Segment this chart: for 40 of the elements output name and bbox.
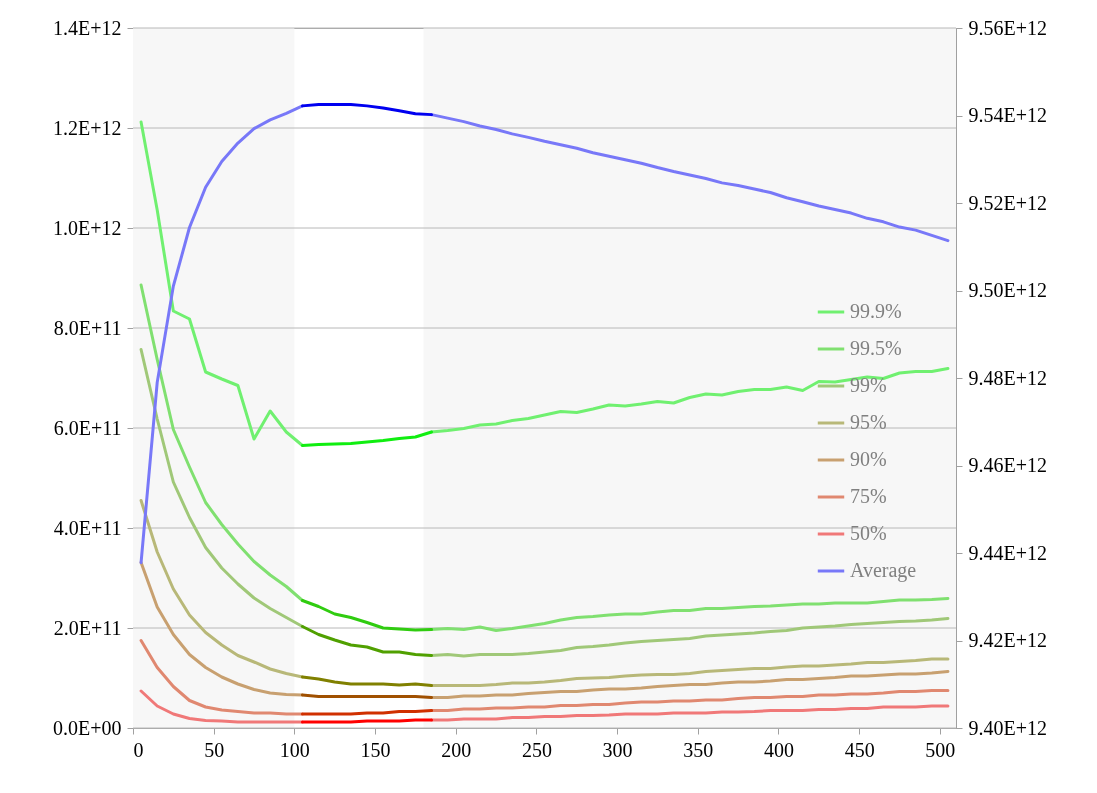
legend-label: 99%: [850, 374, 887, 396]
x-tick-label: 200: [441, 738, 472, 761]
legend-label: 99.5%: [850, 337, 902, 359]
y2-tick-label: 9.56E+12: [968, 16, 1047, 39]
legend-label: 99.9%: [850, 300, 902, 322]
legend-label: 95%: [850, 411, 887, 433]
legend-label: 90%: [850, 448, 887, 470]
x-tick-label: 350: [683, 738, 714, 761]
legend-label: 50%: [850, 522, 887, 544]
x-tick-label: 400: [763, 738, 794, 761]
line-series: [300, 675, 434, 687]
y-tick-label: 0.0E+00: [53, 716, 122, 739]
line-series: [300, 625, 434, 657]
y-tick-label: 1.4E+12: [53, 16, 122, 39]
x-tick-label: 250: [521, 738, 552, 761]
y-tick-label: 6.0E+11: [53, 416, 122, 439]
y-tick-label: 1.0E+12: [53, 216, 122, 239]
x-tick-label: 50: [204, 738, 225, 761]
y2-tick-label: 9.42E+12: [968, 629, 1047, 651]
y2-tick-label: 9.50E+12: [968, 279, 1047, 301]
y-tick-label: 2.0E+11: [53, 616, 122, 639]
legend-label: 75%: [850, 485, 887, 507]
x-tick-label: 500: [925, 738, 956, 761]
line-series: [300, 599, 434, 632]
x-tick-label: 0: [133, 738, 144, 761]
x-tick-label: 100: [279, 738, 310, 761]
y2-tick-label: 9.46E+12: [968, 454, 1047, 476]
x-tick-label: 300: [602, 738, 633, 761]
x-tick-label: 150: [360, 738, 391, 761]
y2-tick-label: 9.44E+12: [968, 541, 1047, 564]
y2-tick-label: 9.54E+12: [968, 104, 1047, 126]
y-tick-label: 8.0E+11: [53, 316, 122, 339]
line-series: [300, 430, 434, 447]
y2-tick-label: 9.48E+12: [968, 366, 1047, 389]
y-tick-label: 4.0E+11: [53, 516, 122, 539]
x-tick-label: 450: [844, 738, 875, 761]
y2-tick-label: 9.52E+12: [968, 191, 1047, 214]
y2-tick-label: 9.40E+12: [968, 716, 1047, 739]
legend-label: Average: [850, 559, 917, 582]
y-tick-label: 1.2E+12: [53, 116, 122, 139]
